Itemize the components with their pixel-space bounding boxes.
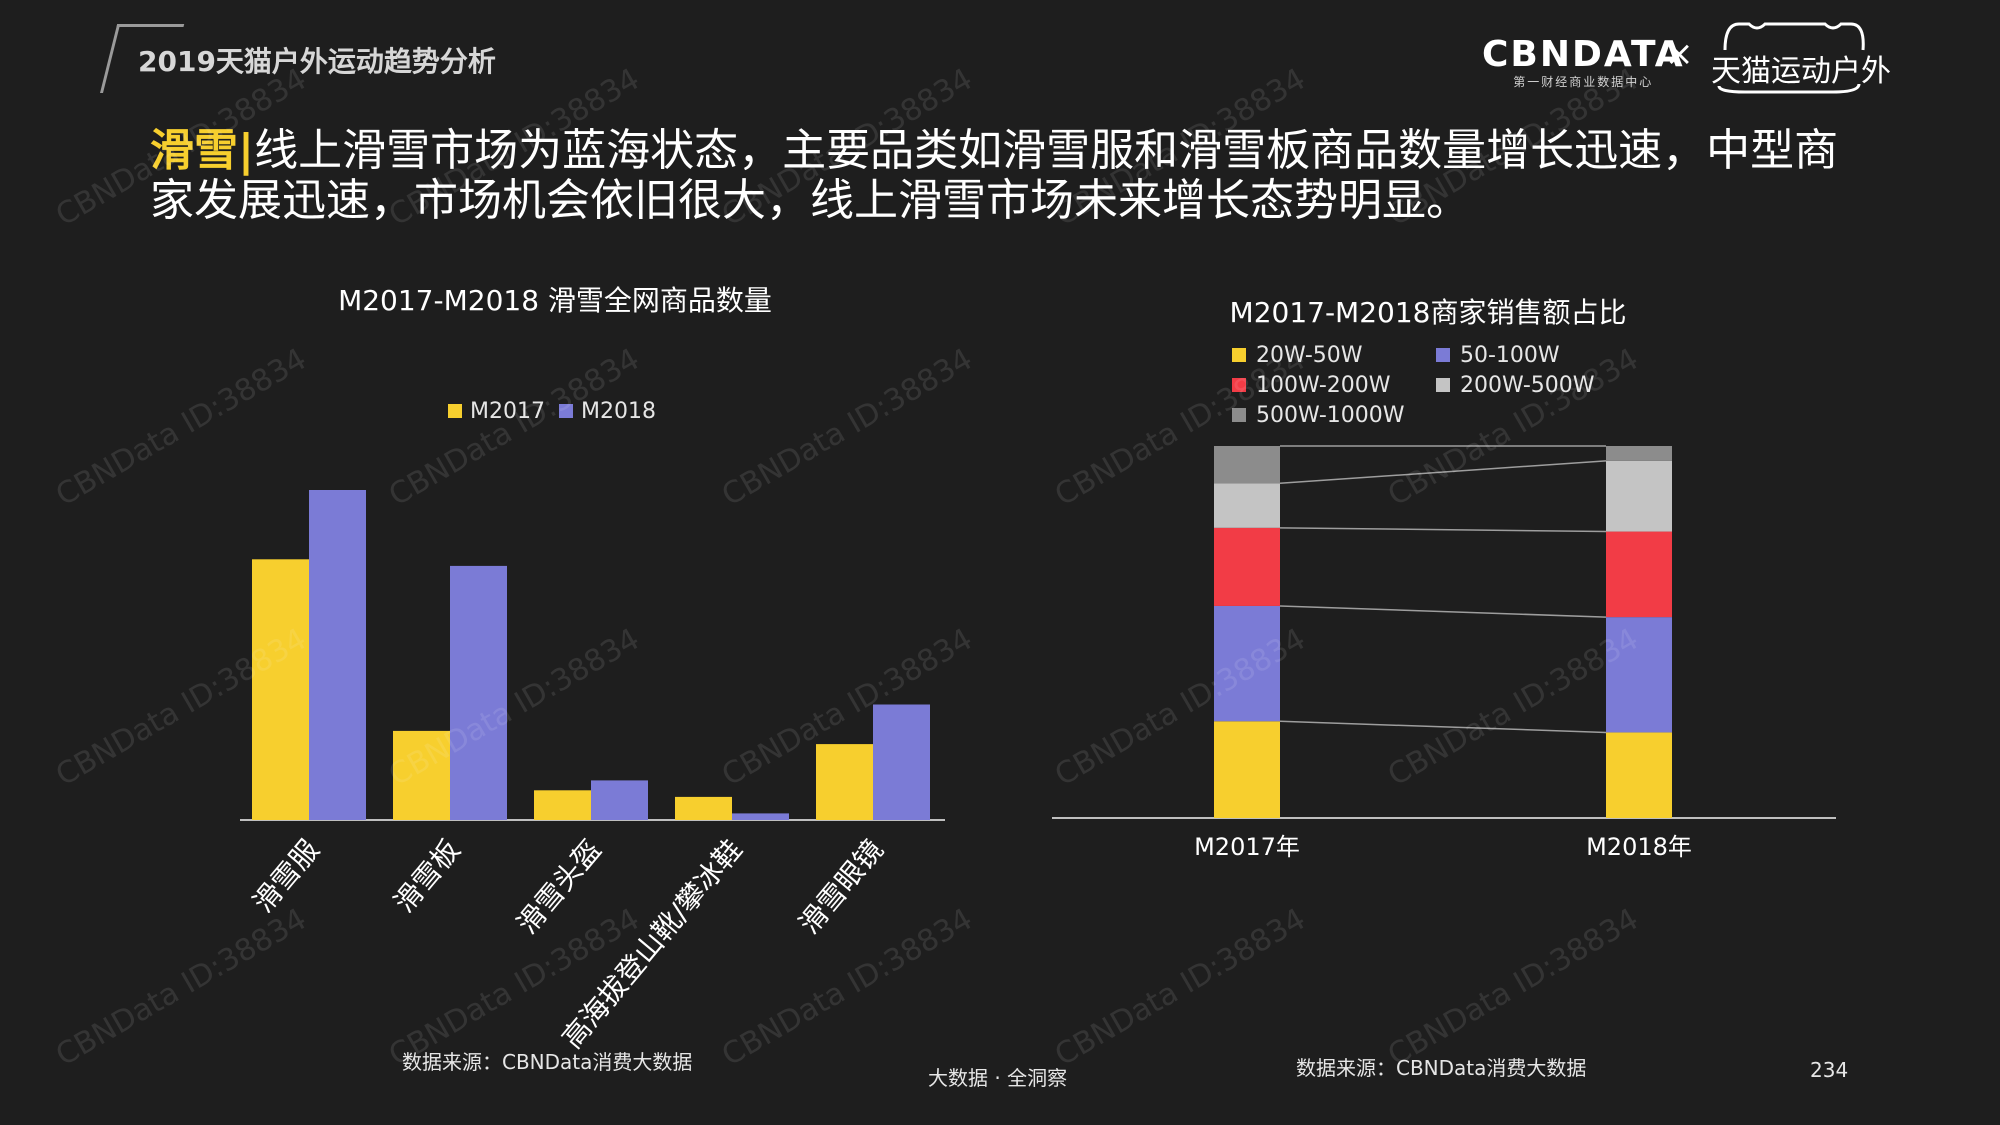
chart1-bar-3-1	[732, 813, 789, 820]
chart2-legend-swatch-0	[1232, 348, 1246, 362]
chart1-category-label-4: 滑雪眼镜	[792, 833, 889, 940]
chart1-category-label-2: 滑雪头盔	[510, 833, 607, 940]
chart2-legend-label-1: 50-100W	[1460, 343, 1560, 368]
cbndata-logo-text: CBNDATA	[1482, 34, 1685, 75]
chart1-bar-1-0	[393, 730, 450, 820]
chart1-bar-2-0	[534, 790, 591, 820]
headline-highlight: 滑雪|	[150, 125, 255, 176]
chart2-segment-1-4	[1606, 446, 1672, 461]
chart2-legend-label-4: 500W-1000W	[1256, 403, 1405, 428]
logo-separator: ×	[1665, 34, 1694, 74]
chart2-legend-label-0: 20W-50W	[1256, 343, 1363, 368]
chart2-segment-0-4	[1214, 446, 1280, 484]
source-right: 数据来源：CBNData消费大数据	[1296, 1056, 1587, 1080]
chart2-segment-1-0	[1606, 732, 1672, 818]
cbndata-logo: CBNDATA 第一财经商业数据中心	[1482, 34, 1685, 90]
chart1-bar-0-0	[252, 559, 309, 820]
chart1-category-label-1: 滑雪板	[387, 833, 466, 919]
chart2-segment-1-1	[1606, 617, 1672, 733]
chart1-legend-label-1: M2018	[581, 399, 656, 424]
chart1-bar-1-1	[450, 565, 507, 820]
chart1-title: M2017-M2018 滑雪全网商品数量	[338, 284, 772, 317]
chart2-segment-0-2	[1214, 527, 1280, 606]
footer-tagline: 大数据 · 全洞察	[928, 1066, 1068, 1090]
chart2-legend-label-2: 100W-200W	[1256, 373, 1391, 398]
chart2-segment-0-3	[1214, 483, 1280, 528]
chart2-segment-1-2	[1606, 531, 1672, 618]
chart2-connector-0	[1279, 720, 1607, 734]
chart2-segment-0-1	[1214, 605, 1280, 722]
chart2-category-label-0: M2017年	[1194, 833, 1300, 861]
chart2-legend-swatch-4	[1232, 408, 1246, 422]
tmall-cat-outline-icon	[1717, 22, 1865, 94]
source-left: 数据来源：CBNData消费大数据	[402, 1050, 693, 1074]
chart2-legend-swatch-2	[1232, 378, 1246, 392]
chart1-bar-0-1	[309, 490, 366, 820]
chart1-legend-label-0: M2017	[470, 399, 545, 424]
tmall-sports-logo: 天猫运动户外	[1705, 18, 1891, 98]
chart1-bar-2-1	[591, 780, 648, 820]
chart2-segment-1-3	[1606, 460, 1672, 532]
chart2-connector-3	[1279, 460, 1607, 484]
chart2-segment-0-0	[1214, 721, 1280, 818]
chart1-legend-swatch-0	[448, 404, 462, 418]
chart2-legend-swatch-1	[1436, 348, 1450, 362]
chart2-legend-swatch-3	[1436, 378, 1450, 392]
headline-text: 线上滑雪市场为蓝海状态，主要品类如滑雪服和滑雪板商品数量增长迅速，中型商家发展迅…	[150, 125, 1839, 226]
page-number: 234	[1810, 1058, 1849, 1082]
report-title: 2019天猫户外运动趋势分析	[138, 45, 496, 78]
chart1-legend-swatch-1	[559, 404, 573, 418]
tmall-logo-text: 天猫运动户外	[1711, 54, 1891, 89]
chart1-bar-3-0	[675, 796, 732, 820]
chart1-bar-4-0	[816, 744, 873, 820]
headline: 滑雪|线上滑雪市场为蓝海状态，主要品类如滑雪服和滑雪板商品数量增长迅速，中型商家…	[150, 126, 1870, 226]
cbndata-logo-subtitle: 第一财经商业数据中心	[1513, 75, 1654, 89]
chart2-connector-2	[1279, 527, 1607, 533]
chart2-legend-label-3: 200W-500W	[1460, 373, 1595, 398]
chart1-category-label-0: 滑雪服	[246, 833, 325, 919]
chart2-category-label-1: M2018年	[1586, 833, 1692, 861]
chart1-bar-4-1	[873, 704, 930, 820]
chart2-title: M2017-M2018商家销售额占比	[1230, 296, 1627, 329]
chart2-connector-1	[1279, 605, 1607, 618]
